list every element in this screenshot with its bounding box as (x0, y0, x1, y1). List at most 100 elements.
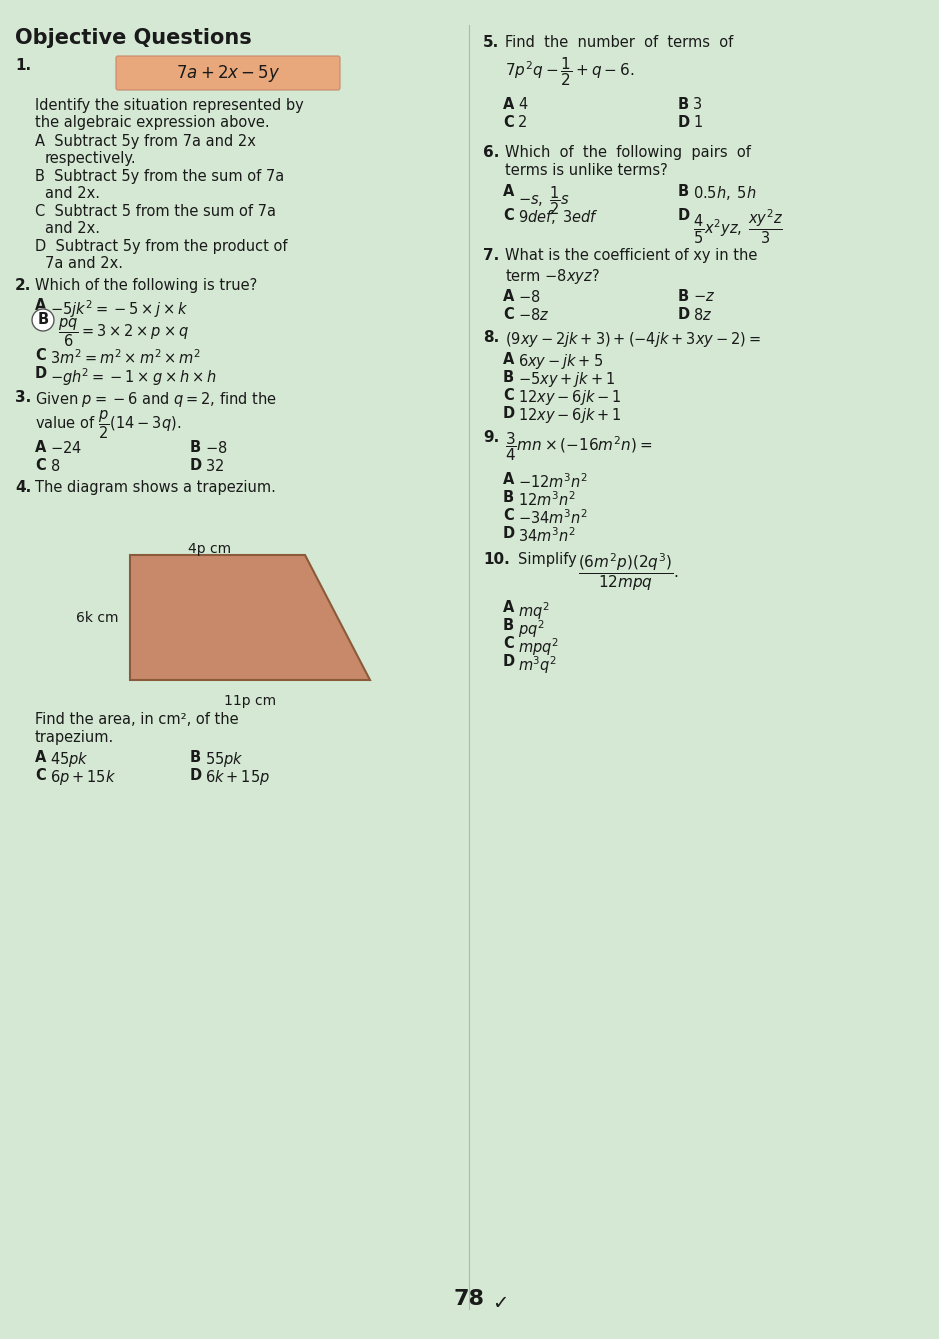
Text: 7a and 2x.: 7a and 2x. (45, 256, 123, 270)
Text: $7p^2q - \dfrac{1}{2} + q - 6.$: $7p^2q - \dfrac{1}{2} + q - 6.$ (505, 55, 635, 88)
Text: 6.: 6. (483, 145, 500, 159)
Text: C: C (503, 208, 514, 224)
Text: Find  the  number  of  terms  of: Find the number of terms of (505, 35, 733, 50)
FancyBboxPatch shape (116, 56, 340, 90)
Text: Which  of  the  following  pairs  of: Which of the following pairs of (505, 145, 751, 159)
Text: 3.: 3. (15, 390, 31, 404)
Text: A: A (503, 289, 515, 304)
Text: C  Subtract 5 from the sum of 7a: C Subtract 5 from the sum of 7a (35, 204, 276, 220)
Text: C: C (35, 458, 46, 473)
Text: $\dfrac{3}{4}mn \times (-16m^2n) =$: $\dfrac{3}{4}mn \times (-16m^2n) =$ (505, 430, 653, 463)
Text: $6k + 15p$: $6k + 15p$ (205, 769, 269, 787)
Text: $-8$: $-8$ (205, 441, 227, 457)
Text: D: D (190, 769, 202, 783)
Text: 1.: 1. (15, 58, 31, 74)
Text: 9.: 9. (483, 430, 500, 445)
Text: 1: 1 (693, 115, 702, 130)
Text: D: D (678, 115, 690, 130)
Text: $\dfrac{4}{5}x^2yz,\;\dfrac{xy^2z}{3}$: $\dfrac{4}{5}x^2yz,\;\dfrac{xy^2z}{3}$ (693, 208, 783, 246)
Text: A: A (35, 299, 46, 313)
Text: $\dfrac{pq}{6} = 3 \times 2 \times p \times q$: $\dfrac{pq}{6} = 3 \times 2 \times p \ti… (58, 316, 189, 348)
Text: A: A (503, 183, 515, 200)
Text: 2: 2 (518, 115, 528, 130)
Text: 7.: 7. (483, 248, 500, 262)
Text: $-24$: $-24$ (50, 441, 82, 457)
Text: B: B (678, 289, 689, 304)
Text: $-12m^3n^2$: $-12m^3n^2$ (518, 473, 588, 490)
Text: B: B (678, 96, 689, 112)
Text: 10.: 10. (483, 552, 510, 566)
Text: What is the coefficient of xy in the: What is the coefficient of xy in the (505, 248, 758, 262)
Text: D: D (35, 366, 47, 382)
Text: C: C (503, 307, 514, 321)
Text: $-8$: $-8$ (518, 289, 541, 305)
Text: $9def,\;3edf$: $9def,\;3edf$ (518, 208, 599, 226)
Text: B: B (38, 312, 49, 328)
Text: A  Subtract 5y from 7a and 2x: A Subtract 5y from 7a and 2x (35, 134, 255, 149)
Text: $-s,\; \dfrac{1}{2}s$: $-s,\; \dfrac{1}{2}s$ (518, 183, 570, 217)
Text: $6p + 15k$: $6p + 15k$ (50, 769, 116, 787)
Text: Find the area, in cm², of the: Find the area, in cm², of the (35, 712, 239, 727)
Text: B: B (190, 750, 201, 765)
Text: C: C (503, 636, 514, 651)
Text: $12xy - 6jk - 1$: $12xy - 6jk - 1$ (518, 388, 622, 407)
Text: 11p cm: 11p cm (223, 694, 276, 708)
Text: 4: 4 (518, 96, 528, 112)
Text: 8.: 8. (483, 329, 500, 345)
Text: $12xy - 6jk + 1$: $12xy - 6jk + 1$ (518, 406, 622, 424)
Text: Given $p = -6$ and $q = 2$, find the: Given $p = -6$ and $q = 2$, find the (35, 390, 277, 408)
Text: D: D (503, 406, 516, 420)
Text: C: C (35, 348, 46, 363)
Text: B: B (190, 441, 201, 455)
Text: $0.5h,\;5h$: $0.5h,\;5h$ (693, 183, 757, 202)
Text: $-8z$: $-8z$ (518, 307, 549, 323)
Text: A: A (503, 96, 515, 112)
Text: and 2x.: and 2x. (45, 221, 100, 236)
Text: C: C (503, 388, 514, 403)
Text: B: B (678, 183, 689, 200)
Circle shape (32, 309, 54, 331)
Text: trapezium.: trapezium. (35, 730, 115, 744)
Text: B: B (503, 490, 515, 505)
Text: $8$: $8$ (50, 458, 60, 474)
Text: $3m^2 = m^2 \times m^2 \times m^2$: $3m^2 = m^2 \times m^2 \times m^2$ (50, 348, 201, 367)
Text: D: D (190, 458, 202, 473)
Text: $mq^2$: $mq^2$ (518, 600, 549, 621)
Text: value of $\dfrac{p}{2}(14 - 3q)$.: value of $\dfrac{p}{2}(14 - 3q)$. (35, 408, 181, 441)
Text: $mpq^2$: $mpq^2$ (518, 636, 559, 657)
Text: $(9xy - 2jk + 3) + (-4jk + 3xy - 2) =$: $(9xy - 2jk + 3) + (-4jk + 3xy - 2) =$ (505, 329, 761, 349)
Text: B: B (503, 619, 515, 633)
Text: $7a + 2x - 5y$: $7a + 2x - 5y$ (176, 63, 281, 83)
Text: 4p cm: 4p cm (189, 542, 232, 556)
Text: $12m^3n^2$: $12m^3n^2$ (518, 490, 576, 509)
Text: terms is unlike terms?: terms is unlike terms? (505, 163, 668, 178)
Text: A: A (503, 352, 515, 367)
Text: $\checkmark$: $\checkmark$ (492, 1292, 507, 1311)
Text: 5.: 5. (483, 35, 500, 50)
Text: D: D (503, 653, 516, 670)
Text: $m^3q^2$: $m^3q^2$ (518, 653, 558, 676)
Text: C: C (35, 769, 46, 783)
Text: $-gh^2 = -1 \times g \times h \times h$: $-gh^2 = -1 \times g \times h \times h$ (50, 366, 217, 388)
Text: $6xy - jk + 5$: $6xy - jk + 5$ (518, 352, 603, 371)
Text: and 2x.: and 2x. (45, 186, 100, 201)
Text: $-z$: $-z$ (693, 289, 716, 304)
Text: 2.: 2. (15, 279, 31, 293)
Text: Objective Questions: Objective Questions (15, 28, 252, 48)
Text: 6k cm: 6k cm (75, 611, 118, 625)
Text: the algebraic expression above.: the algebraic expression above. (35, 115, 269, 130)
Text: $34m^3n^2$: $34m^3n^2$ (518, 526, 576, 545)
Text: respectively.: respectively. (45, 151, 137, 166)
Text: $\dfrac{(6m^2p)(2q^3)}{12mpq}$.: $\dfrac{(6m^2p)(2q^3)}{12mpq}$. (578, 552, 679, 593)
Text: D: D (678, 307, 690, 321)
Text: D  Subtract 5y from the product of: D Subtract 5y from the product of (35, 238, 287, 254)
Text: $55pk$: $55pk$ (205, 750, 244, 769)
Text: B: B (503, 370, 515, 386)
Text: term $-8xyz$?: term $-8xyz$? (505, 266, 600, 287)
Text: $-5xy + jk + 1$: $-5xy + jk + 1$ (518, 370, 615, 390)
Text: 3: 3 (693, 96, 702, 112)
Text: A: A (503, 600, 515, 615)
Text: Identify the situation represented by: Identify the situation represented by (35, 98, 303, 112)
Text: $8z$: $8z$ (693, 307, 713, 323)
Text: A: A (35, 441, 46, 455)
